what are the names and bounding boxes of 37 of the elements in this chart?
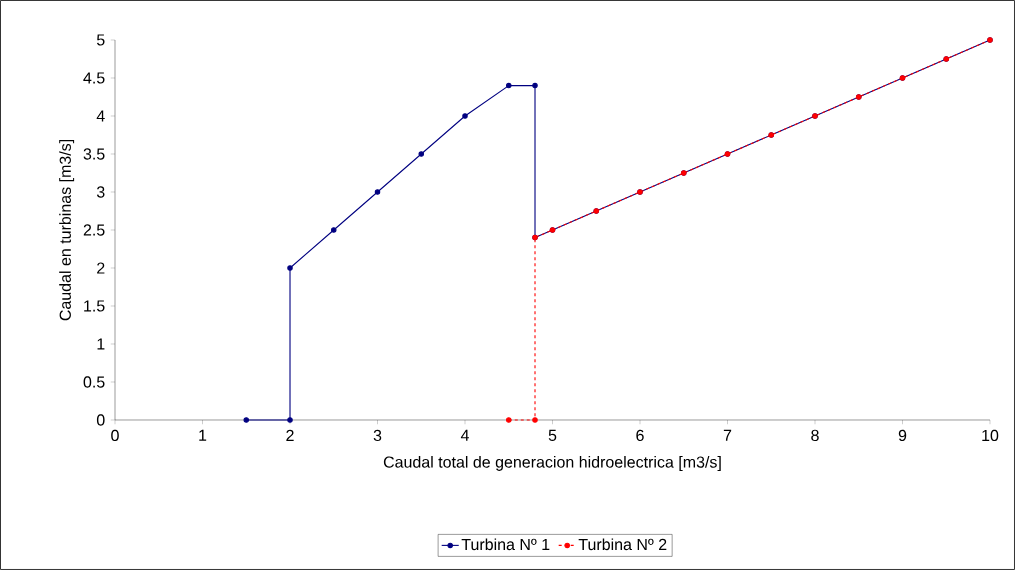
x-tick-label: 2 [286,429,294,441]
y-axis-title: Caudal en turbinas [m3/s] [59,140,75,321]
x-tick-label: 5 [548,429,557,441]
y-tick-label: 1 [97,338,105,350]
y-tick-label: 3.5 [83,148,105,160]
x-tick-label: 6 [636,429,644,442]
x-tick-label: 4 [460,429,469,441]
point [532,82,538,89]
point [374,189,381,195]
y-tick-label: 0.5 [83,376,105,388]
x-tick-label: 10 [982,429,999,442]
x-tick-label: 9 [898,429,907,442]
x-tick-label: 1 [199,429,207,441]
y-tick-label: 0 [96,414,105,426]
point [331,227,337,233]
x-tick-label: 7 [723,429,732,441]
y-tick-label: 4 [96,110,105,122]
point [243,417,250,423]
y-tick-label: 5 [96,34,105,46]
x-tick-label: 8 [811,429,819,442]
y-tick-label: 2 [97,262,105,274]
point [287,265,293,271]
y-tick-label: 4.5 [83,72,105,84]
legend-label: Turbina Nº 2 [578,538,667,551]
x-axis-title: Caudal total de generacion hidroelectrica [m3/s] [383,455,721,471]
legend-label: Turbina Nº 1 [461,538,550,551]
x-tick-label: 3 [373,429,382,442]
x-tick-label: 0 [111,429,119,442]
y-tick-label: 3 [96,186,105,198]
point [532,417,538,423]
point [506,82,512,89]
point [506,417,512,423]
y-tick-label: 1.5 [84,300,105,312]
y-tick-label: 2.5 [83,224,105,236]
point [287,417,293,423]
point [462,113,468,119]
point [418,151,425,157]
